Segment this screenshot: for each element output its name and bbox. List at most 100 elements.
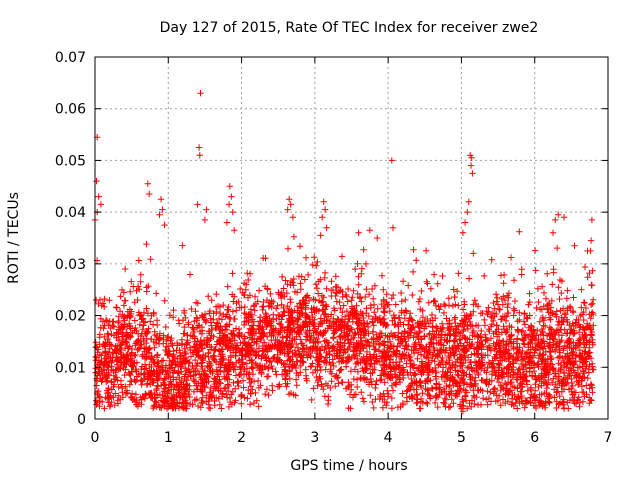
- data-point: [521, 321, 529, 328]
- data-point: [500, 338, 507, 345]
- data-point: [229, 270, 236, 277]
- data-point: [534, 360, 541, 367]
- data-point: [430, 333, 438, 340]
- data-point: [134, 346, 141, 354]
- data-point: [430, 344, 437, 352]
- data-point: [256, 323, 263, 330]
- data-point: [299, 346, 306, 353]
- data-point: [367, 375, 374, 383]
- data-point: [238, 363, 246, 370]
- data-point: [259, 303, 266, 311]
- data-point: [184, 331, 191, 339]
- data-point: [303, 377, 311, 384]
- data-point: [561, 362, 568, 370]
- x-tick-label: 3: [310, 430, 319, 446]
- data-point: [418, 367, 425, 374]
- data-point: [339, 309, 346, 316]
- data-point: [201, 216, 209, 224]
- data-point: [297, 357, 304, 364]
- data-point: [389, 317, 396, 324]
- data-point: [218, 355, 226, 363]
- data-point: [471, 400, 478, 408]
- data-point: [224, 387, 232, 395]
- data-point: [578, 286, 585, 293]
- data-point: [206, 307, 214, 315]
- data-point: [415, 364, 422, 371]
- data-point: [238, 392, 246, 399]
- data-point: [476, 341, 483, 349]
- data-point: [432, 352, 439, 360]
- data-point: [102, 316, 110, 324]
- data-point: [93, 177, 100, 185]
- data-point: [225, 371, 232, 378]
- data-point: [289, 279, 296, 286]
- data-point: [328, 278, 335, 285]
- data-point: [199, 345, 206, 352]
- data-point: [355, 360, 362, 367]
- data-point: [425, 299, 432, 306]
- data-point: [106, 403, 113, 410]
- data-point: [313, 285, 321, 292]
- data-point: [214, 380, 222, 387]
- data-point: [145, 282, 152, 290]
- data-point: [296, 300, 303, 307]
- data-point: [270, 325, 277, 332]
- data-point: [587, 237, 595, 244]
- data-point: [510, 355, 517, 363]
- data-point: [379, 339, 387, 347]
- data-point: [414, 355, 421, 362]
- data-point: [407, 369, 414, 376]
- data-point: [564, 339, 571, 346]
- data-point: [546, 392, 554, 400]
- data-point: [429, 385, 436, 393]
- data-point: [117, 381, 125, 388]
- data-point: [578, 304, 585, 311]
- data-point: [474, 361, 482, 369]
- data-point: [520, 318, 528, 325]
- y-axis-tick-labels: 0 0.01 0.02 0.03 0.04 0.05 0.06 0.07: [55, 50, 86, 428]
- chart-title: Day 127 of 2015, Rate Of TEC Index for r…: [160, 20, 539, 36]
- data-point: [488, 313, 495, 320]
- data-point: [236, 304, 243, 311]
- data-point: [465, 363, 472, 371]
- data-point: [526, 365, 534, 372]
- data-point: [375, 340, 383, 347]
- data-point: [586, 385, 593, 392]
- data-point: [290, 275, 297, 283]
- data-point: [507, 332, 515, 340]
- data-point: [487, 335, 495, 342]
- data-point: [454, 356, 461, 363]
- data-point: [564, 287, 571, 294]
- data-point: [429, 367, 436, 374]
- data-point: [162, 323, 169, 331]
- data-point: [129, 363, 137, 370]
- data-point: [235, 298, 242, 305]
- data-point: [161, 297, 168, 304]
- data-point: [218, 316, 226, 323]
- data-point: [152, 398, 159, 405]
- data-point: [279, 323, 287, 331]
- data-point: [190, 375, 197, 383]
- data-point: [297, 286, 304, 293]
- data-point: [425, 387, 432, 394]
- data-point: [455, 302, 462, 309]
- data-point: [245, 347, 252, 354]
- data-point: [557, 367, 564, 375]
- data-point: [410, 361, 418, 368]
- data-point: [580, 299, 588, 306]
- data-point: [196, 152, 203, 159]
- data-point: [354, 260, 361, 267]
- data-point: [539, 365, 547, 372]
- data-point: [290, 233, 298, 240]
- data-point: [488, 256, 495, 263]
- data-point: [419, 363, 426, 370]
- data-point: [455, 372, 462, 379]
- data-point: [563, 295, 570, 302]
- data-point: [459, 408, 467, 415]
- data-point: [355, 273, 362, 280]
- data-point: [549, 281, 556, 288]
- data-point: [548, 379, 556, 386]
- data-point: [243, 365, 251, 372]
- data-point: [367, 370, 374, 377]
- data-point: [526, 354, 533, 362]
